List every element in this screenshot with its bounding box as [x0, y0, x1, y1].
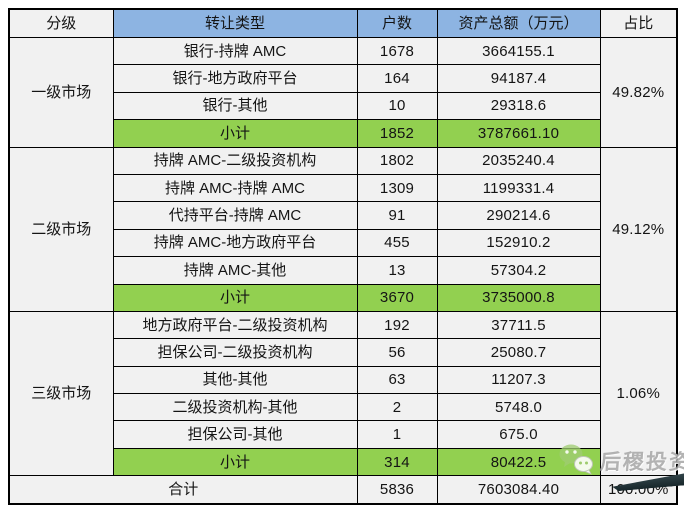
cell-share-tertiary: 1.06% [599, 310, 678, 477]
cell-level-secondary: 二级市场 [8, 146, 114, 312]
table-row: 担保公司-二级投资机构 56 25080.7 [9, 338, 677, 367]
cell-amount: 5748.0 [436, 393, 601, 422]
table-row: 持牌 AMC-其他 13 57304.2 [9, 256, 677, 285]
table-row: 银行-地方政府平台 164 94187.4 [9, 64, 677, 93]
cell-amount: 25080.7 [436, 338, 601, 367]
cell-type: 担保公司-其他 [112, 420, 358, 449]
cell-amount: 94187.4 [436, 64, 601, 93]
table-row: 代持平台-持牌 AMC 91 290214.6 [9, 201, 677, 230]
cell-amount: 3664155.1 [436, 36, 601, 66]
cell-amount: 2035240.4 [436, 146, 601, 175]
cell-type: 代持平台-持牌 AMC [112, 201, 358, 230]
cell-share-secondary: 49.12% [599, 146, 678, 312]
cell-type: 持牌 AMC-持牌 AMC [112, 173, 358, 203]
cell-amount: 152910.2 [436, 228, 601, 258]
subtotal-row: 小计 1852 3787661.10 [9, 119, 677, 148]
cell-level-primary: 一级市场 [8, 37, 114, 148]
cell-type: 银行-地方政府平台 [112, 64, 358, 93]
cell-subtotal-amount: 3787661.10 [436, 119, 601, 148]
table-row: 银行-其他 10 29318.6 [9, 91, 677, 121]
cell-subtotal-label: 小计 [112, 119, 358, 148]
cell-type: 地方政府平台-二级投资机构 [112, 310, 358, 340]
cell-type: 持牌 AMC-二级投资机构 [112, 146, 358, 175]
cell-subtotal-count: 314 [356, 447, 438, 477]
cell-amount: 1199331.4 [436, 173, 601, 203]
cell-total-label: 合计 [8, 475, 358, 505]
header-type: 转让类型 [112, 8, 358, 38]
cell-amount: 675.0 [436, 420, 601, 449]
cell-type: 持牌 AMC-其他 [112, 256, 358, 285]
table-row: 持牌 AMC-持牌 AMC 1309 1199331.4 [9, 173, 677, 203]
cell-subtotal-count: 3670 [356, 283, 438, 312]
cell-level-tertiary: 三级市场 [8, 310, 114, 477]
cell-count: 63 [356, 365, 438, 395]
cell-subtotal-count: 1852 [356, 119, 438, 148]
cell-total-amount: 7603084.40 [436, 475, 601, 505]
transfer-type-table: 分级 转让类型 户数 资产总额（万元） 占比 一级市场 银行-持牌 AMC 16… [8, 8, 678, 505]
header-count: 户数 [356, 8, 438, 38]
cell-count: 56 [356, 338, 438, 367]
cell-count: 2 [356, 393, 438, 422]
total-row: 合计 5836 7603084.40 100.00% [8, 475, 678, 505]
cell-amount: 11207.3 [436, 365, 601, 395]
cell-amount: 57304.2 [436, 256, 601, 285]
cell-count: 10 [356, 91, 438, 121]
header-amount: 资产总额（万元） [436, 8, 601, 38]
cell-count: 455 [356, 228, 438, 258]
cell-subtotal-amount: 80422.5 [436, 447, 601, 477]
cell-type: 银行-其他 [112, 91, 358, 121]
cell-type: 担保公司-二级投资机构 [112, 338, 358, 367]
table-row: 一级市场 银行-持牌 AMC 1678 3664155.1 49.82% [8, 36, 678, 148]
cell-count: 1 [356, 420, 438, 449]
table-row: 持牌 AMC-地方政府平台 455 152910.2 [9, 228, 677, 258]
cell-count: 91 [356, 201, 438, 230]
cell-count: 164 [356, 64, 438, 93]
header-level: 分级 [8, 8, 114, 38]
cell-type: 持牌 AMC-地方政府平台 [112, 228, 358, 258]
subtotal-row: 小计 3670 3735000.8 [9, 283, 677, 312]
cell-type: 银行-持牌 AMC [112, 36, 358, 66]
cell-subtotal-label: 小计 [112, 283, 358, 312]
table-row: 二级投资机构-其他 2 5748.0 [9, 393, 677, 422]
cell-share-primary: 49.82% [599, 37, 678, 148]
table-row: 三级市场 地方政府平台-二级投资机构 192 37711.5 1.06% [8, 310, 678, 477]
cell-count: 1678 [356, 36, 438, 66]
header-row: 分级 转让类型 户数 资产总额（万元） 占比 [8, 8, 678, 38]
cell-subtotal-label: 小计 [112, 447, 358, 477]
table-row: 二级市场 持牌 AMC-二级投资机构 1802 2035240.4 49.12% [8, 146, 678, 312]
cell-count: 13 [356, 256, 438, 285]
cell-count: 192 [356, 310, 438, 340]
header-share: 占比 [599, 8, 678, 38]
cell-count: 1802 [356, 146, 438, 175]
cell-count: 1309 [356, 173, 438, 203]
cell-total-count: 5836 [356, 475, 438, 505]
cell-subtotal-amount: 3735000.8 [436, 283, 601, 312]
cell-amount: 37711.5 [436, 310, 601, 340]
cell-type: 二级投资机构-其他 [112, 393, 358, 422]
cell-type: 其他-其他 [112, 365, 358, 395]
cell-amount: 29318.6 [436, 91, 601, 121]
cell-amount: 290214.6 [436, 201, 601, 230]
